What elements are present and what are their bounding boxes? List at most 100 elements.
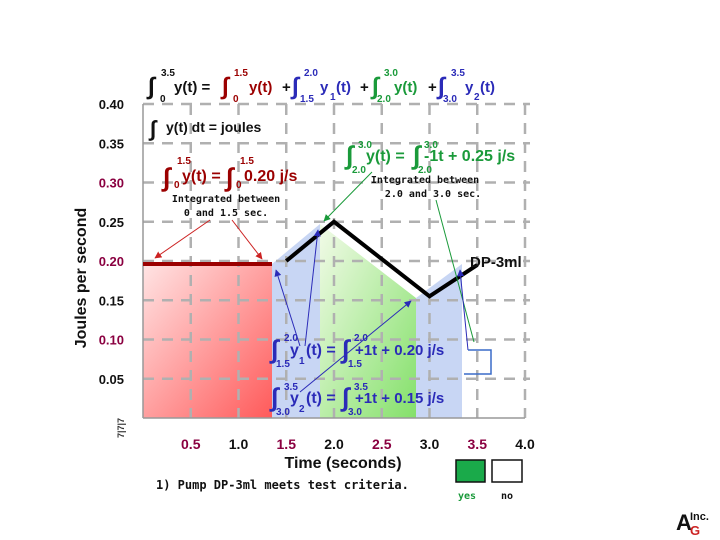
svg-text:∫: ∫	[148, 116, 158, 141]
blue-segment-1-equation: ∫ 2.0 1.5 y 1 (t) = ∫ 2.0 1.5 +1t + 0.20…	[269, 333, 444, 370]
y-tick-label-3: 0.20	[99, 254, 124, 269]
svg-text:1.5: 1.5	[300, 94, 314, 105]
criteria-no-label: no	[501, 491, 513, 502]
y-tick-label-1: 0.10	[99, 333, 124, 348]
svg-text:3.0: 3.0	[443, 94, 457, 105]
y-tick-label-2: 0.15	[99, 293, 124, 308]
svg-text:0: 0	[160, 94, 166, 105]
annotation-arrows	[154, 171, 492, 393]
svg-text:3.0: 3.0	[348, 407, 362, 418]
y-tick-label-5: 0.30	[99, 176, 124, 191]
svg-text:1.5: 1.5	[240, 156, 254, 167]
svg-text:2: 2	[474, 92, 480, 103]
green-segment-equation: ∫ 3.0 2.0 y(t) = ∫ 3.0 2.0 -1t + 0.25 j/…	[344, 140, 515, 176]
area-blue-1.5-2.0	[272, 224, 320, 418]
svg-text:0.20 j/s: 0.20 j/s	[244, 168, 297, 185]
svg-text:+: +	[428, 79, 437, 96]
company-logo: A Inc. G	[676, 510, 709, 538]
svg-text:∫: ∫	[340, 334, 351, 364]
svg-text:y(t): y(t)	[249, 79, 272, 96]
x-tick-label-4: 2.5	[372, 436, 392, 452]
svg-text:3.5: 3.5	[451, 68, 465, 79]
svg-text:1.5: 1.5	[177, 156, 191, 167]
svg-text:2.0: 2.0	[418, 165, 432, 176]
svg-text:y(t) =: y(t) =	[182, 168, 221, 185]
svg-text:3.0: 3.0	[276, 407, 290, 418]
svg-text:1.5: 1.5	[276, 359, 290, 370]
svg-text:(t) =: (t) =	[306, 342, 336, 359]
y-tick-labels: 0.05 0.10 0.15 0.20 0.25 0.30 0.35 0.40	[99, 97, 124, 387]
svg-text:2.0: 2.0	[304, 68, 318, 79]
x-tick-labels: 0.5 1.0 1.5 2.0 2.5 3.0 3.5 4.0	[181, 436, 535, 452]
svg-text:2.0: 2.0	[377, 94, 391, 105]
green-note-line1: Integrated between	[371, 175, 479, 186]
svg-text:+: +	[282, 79, 291, 96]
svg-text:y(t) dt = joules: y(t) dt = joules	[166, 119, 262, 135]
svg-text:(t): (t)	[480, 79, 495, 96]
svg-text:y: y	[465, 79, 474, 96]
y-tick-label-6: 0.35	[99, 136, 124, 151]
criteria-text: 1) Pump DP-3ml meets test criteria.	[156, 478, 409, 492]
y-tick-label-0: 0.05	[99, 372, 124, 387]
svg-text:y(t) =: y(t) =	[366, 148, 405, 165]
y-tick-label-4: 0.25	[99, 215, 124, 230]
svg-text:2.0: 2.0	[354, 333, 368, 344]
y-axis-title: Joules per second	[73, 208, 90, 349]
svg-text:A: A	[676, 510, 692, 535]
svg-text:1.5: 1.5	[234, 68, 248, 79]
joules-definition: ∫ y(t) dt = joules	[148, 116, 262, 141]
red-note-line2: 0 and 1.5 sec.	[184, 208, 268, 219]
svg-text:Inc.: Inc.	[690, 511, 709, 523]
svg-text:y: y	[290, 342, 299, 359]
svg-text:3.0: 3.0	[358, 140, 372, 151]
svg-text:3.5: 3.5	[284, 382, 298, 393]
x-tick-label-6: 3.5	[468, 436, 488, 452]
svg-text:∫: ∫	[269, 382, 280, 412]
svg-text:+: +	[360, 79, 369, 96]
svg-text:∫: ∫	[290, 73, 301, 100]
criteria-no-box[interactable]	[491, 459, 523, 483]
criteria-yes-box[interactable]	[455, 459, 486, 483]
svg-text:∫: ∫	[411, 140, 422, 170]
x-tick-label-2: 1.5	[277, 436, 297, 452]
svg-text:G: G	[690, 523, 700, 538]
area-red-0-1.5	[143, 264, 272, 418]
svg-text:y: y	[320, 79, 329, 96]
x-tick-label-5: 3.0	[420, 436, 440, 452]
svg-text:2.0: 2.0	[284, 333, 298, 344]
svg-text:∫: ∫	[146, 73, 157, 100]
series-label-dp-3ml: DP-3ml	[470, 254, 522, 271]
svg-text:-1t + 0.25 j/s: -1t + 0.25 j/s	[424, 148, 515, 165]
x-axis-title: Time (seconds)	[284, 455, 401, 472]
criteria-yes-label: yes	[458, 491, 476, 502]
svg-text:1.5: 1.5	[348, 359, 362, 370]
svg-text:y: y	[290, 390, 299, 407]
svg-text:∫: ∫	[370, 73, 381, 100]
svg-text:1: 1	[330, 92, 336, 103]
red-note-line1: Integrated between	[172, 194, 280, 205]
svg-text:∫: ∫	[269, 334, 280, 364]
x-tick-label-1: 1.0	[229, 436, 249, 452]
equation-top: ∫ 3.5 0 y(t) = ∫ 1.5 0 y(t) + ∫ 2.0 1.5 …	[146, 68, 495, 105]
svg-text:∫: ∫	[340, 382, 351, 412]
origin-mark: 7|7|7	[116, 418, 126, 438]
svg-text:3.5: 3.5	[161, 68, 175, 79]
svg-text:∫: ∫	[436, 73, 447, 100]
svg-text:3.5: 3.5	[354, 382, 368, 393]
svg-text:∫: ∫	[220, 73, 231, 100]
svg-text:y(t): y(t)	[394, 79, 417, 96]
svg-text:3.0: 3.0	[424, 140, 438, 151]
y-tick-label-7: 0.40	[99, 97, 124, 112]
svg-text:2.0: 2.0	[352, 165, 366, 176]
svg-text:0: 0	[233, 94, 239, 105]
svg-text:(t): (t)	[336, 79, 351, 96]
x-tick-label-3: 2.0	[324, 436, 344, 452]
green-note-line2: 2.0 and 3.0 sec.	[385, 189, 481, 200]
svg-text:1: 1	[299, 356, 305, 367]
x-tick-label-0: 0.5	[181, 436, 201, 452]
svg-text:+1t + 0.15 j/s: +1t + 0.15 j/s	[355, 390, 444, 407]
svg-text:0: 0	[236, 180, 242, 191]
x-tick-label-7: 4.0	[515, 436, 535, 452]
svg-text:∫: ∫	[161, 162, 172, 192]
